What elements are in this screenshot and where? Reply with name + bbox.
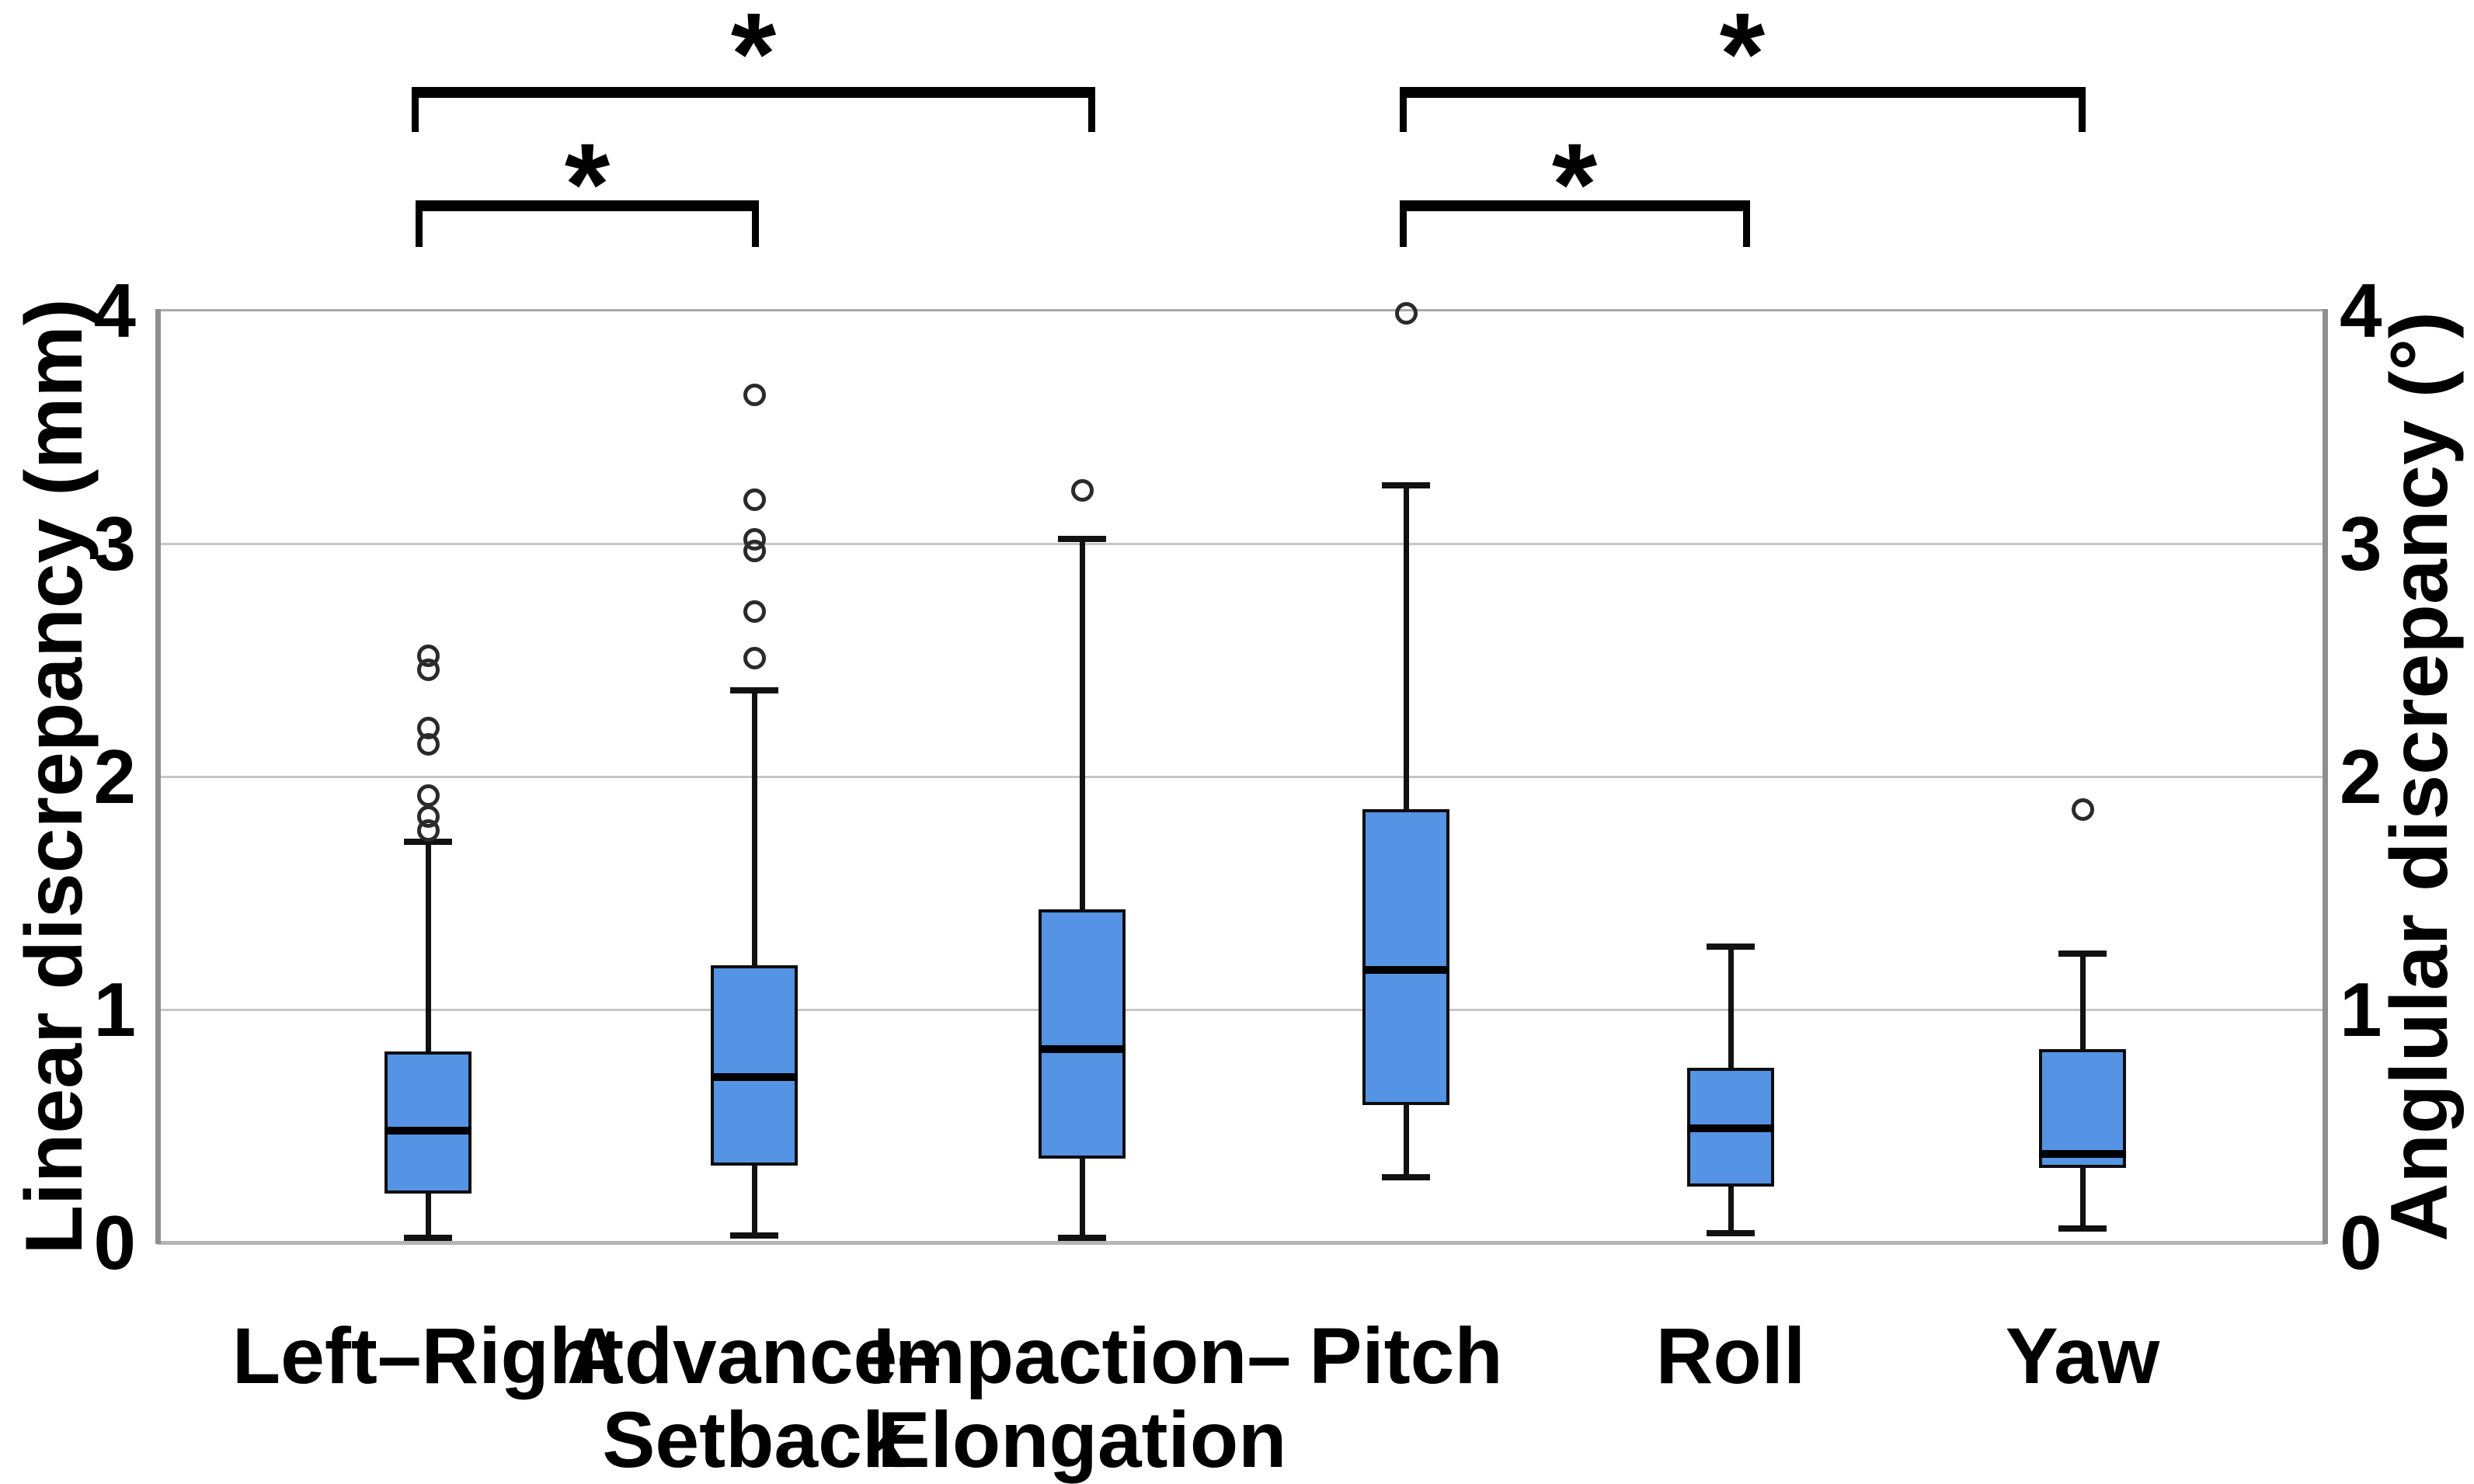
category-label-line: Roll <box>1655 1312 1806 1400</box>
bracket-tick-left <box>416 200 423 247</box>
bracket-tick-left <box>1400 87 1407 132</box>
y-tick-label-left: 1 <box>93 967 136 1052</box>
category-label-6: Yaw <box>1772 1314 2393 1398</box>
y-tick-label-right: 2 <box>2340 734 2382 819</box>
box-iqr <box>1362 809 1449 1105</box>
whisker-line <box>751 690 757 1236</box>
outlier-circle <box>1394 301 1418 325</box>
category-label-line: Left–Right <box>231 1312 625 1400</box>
bracket-tick-right <box>2079 87 2086 132</box>
whisker-cap-top <box>730 687 778 693</box>
outlier-circle <box>743 600 766 623</box>
box-iqr <box>711 965 798 1166</box>
category-label-line: Advance– <box>567 1312 941 1400</box>
outlier-circle <box>2071 798 2094 821</box>
box-iqr <box>1039 909 1126 1159</box>
bracket-tick-right <box>752 200 759 247</box>
category-label-1: Left–Right <box>117 1314 739 1398</box>
gridline <box>158 776 2325 778</box>
whisker-line <box>1079 539 1085 1238</box>
outlier-circle <box>416 784 440 807</box>
whisker-line <box>425 842 431 1238</box>
median-line <box>1039 1045 1126 1053</box>
y-tick-label-left: 4 <box>93 268 136 353</box>
outlier-circle <box>1070 478 1094 502</box>
y-tick-label-right: 3 <box>2340 501 2382 586</box>
bracket-bar <box>1400 87 2086 98</box>
y-tick-label-left: 3 <box>93 501 136 586</box>
category-label-line: Yaw <box>2005 1312 2160 1400</box>
bracket-tick-left <box>1400 200 1407 247</box>
box-iqr <box>2039 1049 2126 1168</box>
y-tick-label-right: 0 <box>2340 1200 2382 1285</box>
significance-asterisk: * <box>1719 0 1766 119</box>
y-tick-label-right: 1 <box>2340 967 2382 1052</box>
median-line <box>711 1073 798 1081</box>
median-line <box>2039 1150 2126 1158</box>
bracket-bar <box>1400 200 1750 211</box>
significance-asterisk: * <box>1551 119 1598 249</box>
category-label-line: Elongation <box>877 1395 1287 1484</box>
bracket-tick-right <box>1088 87 1095 132</box>
whisker-cap-top <box>1382 482 1430 488</box>
gridline <box>158 543 2325 545</box>
whisker-cap-bottom <box>1707 1230 1755 1236</box>
plot-right-border <box>2323 309 2328 1244</box>
bracket-tick-left <box>412 87 419 132</box>
category-label-5: Roll <box>1420 1314 2041 1398</box>
whisker-cap-bottom <box>2058 1225 2107 1232</box>
y-tick-label-left: 2 <box>93 734 136 819</box>
whisker-cap-bottom <box>730 1232 778 1239</box>
box-iqr <box>384 1051 471 1194</box>
median-line <box>1687 1124 1774 1132</box>
whisker-cap-top <box>404 839 452 845</box>
median-line <box>1362 966 1449 974</box>
plot-left-border <box>155 309 161 1244</box>
whisker-cap-top <box>2058 951 2107 957</box>
category-label-line: Setback <box>602 1395 906 1484</box>
outlier-circle <box>743 488 766 511</box>
whisker-cap-bottom <box>404 1235 452 1241</box>
bracket-bar <box>416 200 759 211</box>
outlier-circle <box>416 805 440 828</box>
whisker-cap-top <box>1058 536 1106 542</box>
x-axis-line <box>158 1241 2325 1245</box>
y-tick-label-left: 0 <box>93 1200 136 1285</box>
whisker-cap-bottom <box>1382 1174 1430 1180</box>
bracket-tick-right <box>1743 200 1750 247</box>
category-label-4: Pitch <box>1095 1314 1717 1398</box>
outlier-circle <box>416 644 440 667</box>
category-label-line: Impaction– <box>872 1312 1292 1400</box>
category-label-line: Pitch <box>1309 1312 1503 1400</box>
whisker-cap-top <box>1707 944 1755 950</box>
significance-asterisk: * <box>730 0 777 119</box>
category-label-2: Advance– Setback <box>444 1314 1065 1482</box>
outlier-circle <box>416 716 440 739</box>
plot-top-border <box>158 309 2325 311</box>
median-line <box>384 1127 471 1135</box>
bracket-bar <box>412 87 1095 98</box>
outlier-circle <box>743 646 766 669</box>
significance-asterisk: * <box>564 119 611 249</box>
gridline <box>158 1009 2325 1011</box>
outlier-circle <box>743 527 766 551</box>
outlier-circle <box>743 383 766 406</box>
category-label-3: Impaction– Elongation <box>771 1314 1393 1482</box>
whisker-cap-bottom <box>1058 1235 1106 1241</box>
y-tick-label-right: 4 <box>2340 268 2382 353</box>
